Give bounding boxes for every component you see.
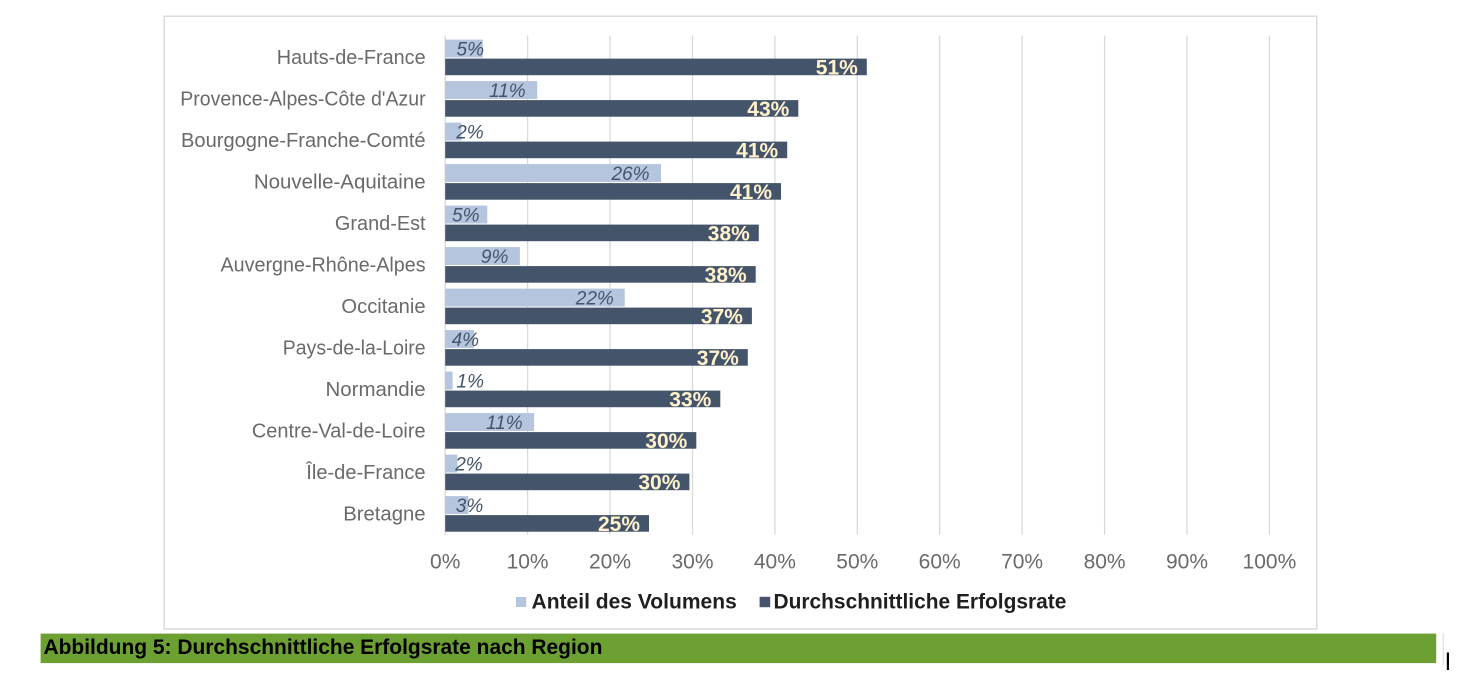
- svg-text:33%: 33%: [669, 388, 711, 411]
- svg-text:Durchschnittliche Erfolgsrate: Durchschnittliche Erfolgsrate: [774, 590, 1067, 613]
- svg-text:2%: 2%: [454, 454, 483, 475]
- svg-text:3%: 3%: [456, 496, 484, 517]
- svg-text:37%: 37%: [697, 347, 739, 370]
- svg-text:4%: 4%: [452, 330, 480, 351]
- svg-text:25%: 25%: [598, 513, 640, 536]
- svg-text:70%: 70%: [1001, 551, 1043, 574]
- svg-text:100%: 100%: [1243, 551, 1297, 574]
- svg-text:26%: 26%: [610, 164, 649, 185]
- svg-text:Nouvelle-Aquitaine: Nouvelle-Aquitaine: [254, 170, 426, 193]
- svg-text:Pays-de-la-Loire: Pays-de-la-Loire: [283, 336, 426, 359]
- svg-text:80%: 80%: [1084, 551, 1126, 574]
- svg-text:30%: 30%: [671, 551, 713, 574]
- svg-text:10%: 10%: [507, 551, 549, 574]
- svg-text:51%: 51%: [816, 56, 858, 79]
- svg-text:2%: 2%: [455, 122, 484, 143]
- svg-text:Auvergne-Rhône-Alpes: Auvergne-Rhône-Alpes: [221, 253, 426, 276]
- svg-text:1%: 1%: [457, 371, 485, 392]
- svg-text:60%: 60%: [919, 551, 961, 574]
- svg-text:Île-de-France: Île-de-France: [305, 461, 425, 484]
- svg-text:22%: 22%: [575, 288, 614, 309]
- svg-text:Normandie: Normandie: [326, 378, 426, 401]
- svg-text:Provence-Alpes-Côte d'Azur: Provence-Alpes-Côte d'Azur: [180, 87, 425, 110]
- svg-text:40%: 40%: [754, 551, 796, 574]
- svg-text:30%: 30%: [645, 430, 687, 453]
- svg-text:Hauts-de-France: Hauts-de-France: [277, 46, 426, 69]
- svg-text:20%: 20%: [589, 551, 631, 574]
- svg-text:Anteil des Volumens: Anteil des Volumens: [532, 590, 737, 613]
- svg-text:41%: 41%: [730, 181, 772, 204]
- svg-text:90%: 90%: [1166, 551, 1208, 574]
- svg-text:Centre-Val-de-Loire: Centre-Val-de-Loire: [252, 419, 426, 442]
- svg-text:Occitanie: Occitanie: [341, 295, 425, 318]
- svg-text:38%: 38%: [705, 264, 747, 287]
- svg-text:38%: 38%: [708, 222, 750, 245]
- svg-text:Abbildung 5: Durchschnittliche: Abbildung 5: Durchschnittliche Erfolgsra…: [44, 636, 603, 659]
- svg-text:Bretagne: Bretagne: [343, 502, 425, 525]
- svg-text:5%: 5%: [457, 39, 485, 60]
- svg-text:Bourgogne-Franche-Comté: Bourgogne-Franche-Comté: [181, 129, 426, 152]
- svg-text:41%: 41%: [736, 139, 778, 162]
- svg-text:Grand-Est: Grand-Est: [335, 212, 426, 235]
- svg-text:0%: 0%: [430, 551, 460, 574]
- svg-text:11%: 11%: [486, 413, 523, 434]
- svg-text:50%: 50%: [836, 551, 878, 574]
- svg-text:5%: 5%: [452, 205, 480, 226]
- svg-text:30%: 30%: [638, 471, 680, 494]
- svg-text:43%: 43%: [747, 98, 789, 121]
- svg-text:37%: 37%: [701, 305, 743, 328]
- svg-text:11%: 11%: [489, 81, 526, 102]
- svg-text:9%: 9%: [481, 247, 509, 268]
